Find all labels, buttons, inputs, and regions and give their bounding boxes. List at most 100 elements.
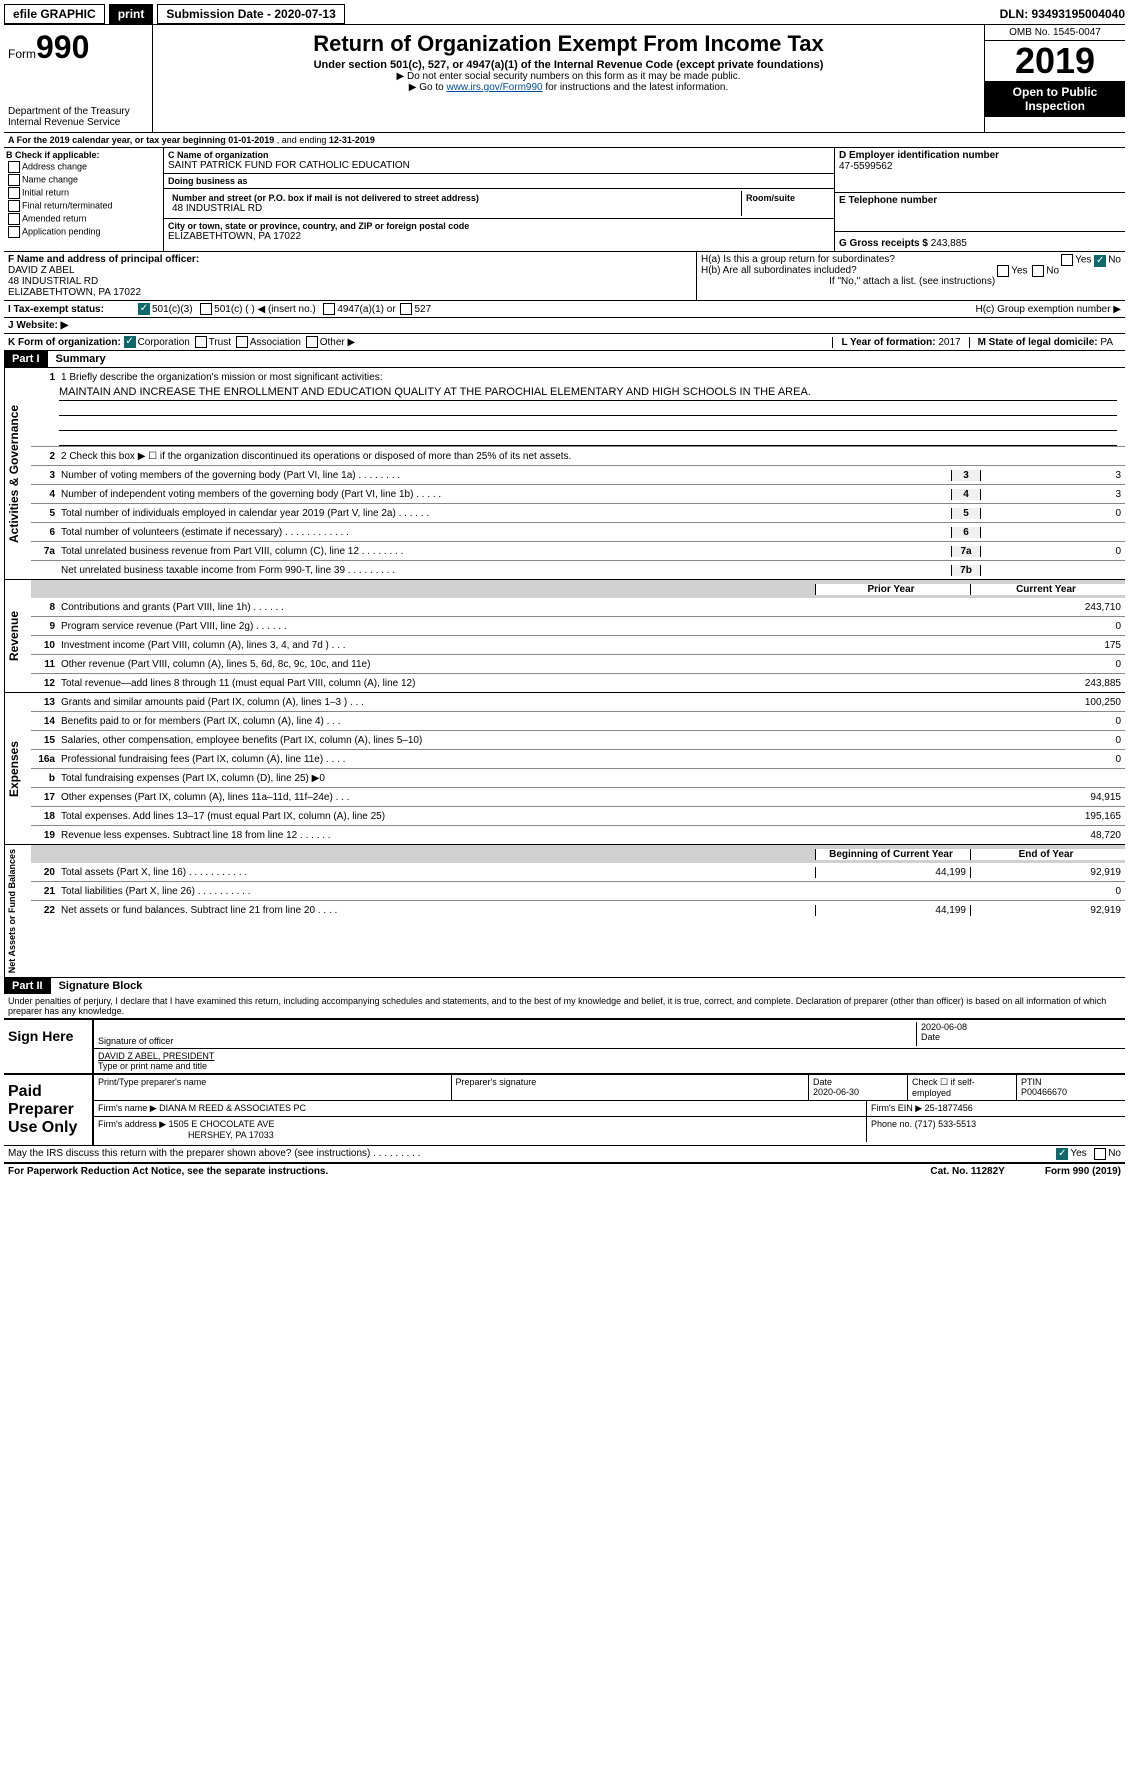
net-label: Net Assets or Fund Balances — [4, 845, 31, 977]
footer: For Paperwork Reduction Act Notice, see … — [4, 1162, 1125, 1179]
addr-value: 48 INDUSTRIAL RD — [172, 203, 737, 214]
submission-date: Submission Date - 2020-07-13 — [157, 4, 344, 24]
officer-addr2: ELIZABETHTOWN, PA 17022 — [8, 287, 692, 298]
chk-application-pending[interactable]: Application pending — [6, 226, 161, 238]
form-header: Form990 Department of the Treasury Inter… — [4, 24, 1125, 132]
prep-sig-label: Preparer's signature — [452, 1075, 810, 1100]
h-a: H(a) Is this a group return for subordin… — [701, 254, 1121, 265]
sig-date-label: Date — [921, 1032, 1121, 1042]
dba-label: Doing business as — [168, 176, 830, 186]
prep-date: 2020-06-30 — [813, 1087, 903, 1097]
sig-date: 2020-06-08 — [921, 1022, 1121, 1032]
part1-body: Activities & Governance 1 1 Briefly desc… — [4, 367, 1125, 579]
summary-line: 6Total number of volunteers (estimate if… — [31, 522, 1125, 541]
form-org-row: K Form of organization: ✓ Corporation Tr… — [4, 333, 1125, 350]
gross-receipts-value: 243,885 — [931, 238, 967, 249]
chk-name-change[interactable]: Name change — [6, 174, 161, 186]
line1-label: 1 Briefly describe the organization's mi… — [59, 371, 1125, 384]
financial-line: 8Contributions and grants (Part VIII, li… — [31, 598, 1125, 616]
chk-final-return[interactable]: Final return/terminated — [6, 200, 161, 212]
h-c: H(c) Group exemption number ▶ — [975, 304, 1121, 315]
mission-text: MAINTAIN AND INCREASE THE ENROLLMENT AND… — [59, 386, 1117, 401]
financial-line: 22Net assets or fund balances. Subtract … — [31, 900, 1125, 919]
form-number: Form990 — [8, 29, 148, 66]
city-label: City or town, state or province, country… — [168, 221, 830, 231]
financial-line: 17Other expenses (Part IX, column (A), l… — [31, 787, 1125, 806]
part2-header: Part II Signature Block — [4, 977, 1125, 994]
subtitle-1: Under section 501(c), 527, or 4947(a)(1)… — [161, 59, 976, 71]
officer-label: F Name and address of principal officer: — [8, 254, 692, 265]
current-year-header: Current Year — [971, 584, 1125, 595]
ein-label: D Employer identification number — [839, 150, 1121, 161]
officer-printed-name: DAVID Z ABEL, PRESIDENT — [98, 1051, 1121, 1061]
chk-amended[interactable]: Amended return — [6, 213, 161, 225]
firm-addr1: 1505 E CHOCOLATE AVE — [169, 1119, 275, 1129]
expenses-label: Expenses — [4, 693, 31, 844]
ptin-value: P00466670 — [1021, 1087, 1121, 1097]
tax-period: A For the 2019 calendar year, or tax yea… — [4, 132, 1125, 147]
org-name-label: C Name of organization — [168, 150, 830, 160]
ein-value: 47-5599562 — [839, 161, 1121, 172]
financial-line: 12Total revenue—add lines 8 through 11 (… — [31, 673, 1125, 692]
omb-number: OMB No. 1545-0047 — [985, 25, 1125, 41]
box-b: B Check if applicable: Address change Na… — [4, 148, 164, 251]
officer-addr1: 48 INDUSTRIAL RD — [8, 276, 692, 287]
check-icon: ✓ — [1094, 255, 1106, 267]
declaration-text: Under penalties of perjury, I declare th… — [4, 994, 1125, 1018]
efile-btn[interactable]: efile GRAPHIC — [4, 4, 105, 24]
subtitle-2: ▶ Do not enter social security numbers o… — [161, 71, 976, 82]
financial-line: 9Program service revenue (Part VIII, lin… — [31, 616, 1125, 635]
check-icon: ✓ — [124, 336, 136, 348]
print-btn[interactable]: print — [109, 4, 154, 24]
sig-officer-label: Signature of officer — [98, 1036, 916, 1046]
self-employed-chk[interactable]: Check ☐ if self-employed — [908, 1075, 1017, 1100]
paid-preparer-label: Paid Preparer Use Only — [4, 1075, 92, 1145]
chk-initial-return[interactable]: Initial return — [6, 187, 161, 199]
beginning-year-header: Beginning of Current Year — [815, 849, 971, 860]
discuss-row: May the IRS discuss this return with the… — [4, 1145, 1125, 1162]
phone-label: E Telephone number — [839, 195, 1121, 206]
end-year-header: End of Year — [971, 849, 1125, 860]
prep-name-label: Print/Type preparer's name — [94, 1075, 452, 1100]
summary-line: 5Total number of individuals employed in… — [31, 503, 1125, 522]
sign-here-label: Sign Here — [4, 1020, 92, 1073]
firm-phone: (717) 533-5513 — [915, 1119, 977, 1129]
chk-address-change[interactable]: Address change — [6, 161, 161, 173]
financial-line: 21Total liabilities (Part X, line 26) . … — [31, 881, 1125, 900]
financial-line: 10Investment income (Part VIII, column (… — [31, 635, 1125, 654]
form-rev: Form 990 (2019) — [1045, 1166, 1121, 1177]
firm-addr2: HERSHEY, PA 17033 — [188, 1130, 274, 1140]
gross-receipts-label: G Gross receipts $ — [839, 238, 928, 249]
prior-year-header: Prior Year — [815, 584, 971, 595]
part1-header: Part I Summary — [4, 350, 1125, 367]
financial-line: 20Total assets (Part X, line 16) . . . .… — [31, 863, 1125, 881]
open-public: Open to Public Inspection — [985, 81, 1125, 117]
tax-year: 2019 — [985, 41, 1125, 81]
addr-label: Number and street (or P.O. box if mail i… — [172, 193, 737, 203]
financial-line: 15Salaries, other compensation, employee… — [31, 730, 1125, 749]
line2: 2 Check this box ▶ ☐ if the organization… — [59, 450, 1125, 463]
entity-section: B Check if applicable: Address change Na… — [4, 147, 1125, 251]
printed-name-label: Type or print name and title — [98, 1061, 1121, 1071]
dln: DLN: 93493195004040 — [1000, 7, 1125, 21]
activities-governance-label: Activities & Governance — [4, 368, 31, 579]
officer-group-row: F Name and address of principal officer:… — [4, 251, 1125, 300]
summary-line: Net unrelated business taxable income fr… — [31, 560, 1125, 579]
check-icon: ✓ — [138, 303, 150, 315]
summary-line: 4Number of independent voting members of… — [31, 484, 1125, 503]
h-b-note: If "No," attach a list. (see instruction… — [701, 276, 1121, 287]
subtitle-3: ▶ Go to www.irs.gov/Form990 for instruct… — [161, 82, 976, 93]
form990-link[interactable]: www.irs.gov/Form990 — [446, 82, 542, 93]
financial-line: 16aProfessional fundraising fees (Part I… — [31, 749, 1125, 768]
financial-line: 13Grants and similar amounts paid (Part … — [31, 693, 1125, 711]
tax-exempt-row: I Tax-exempt status: ✓501(c)(3) 501(c) (… — [4, 300, 1125, 317]
revenue-label: Revenue — [4, 580, 31, 692]
dept-treasury: Department of the Treasury — [8, 106, 148, 117]
firm-ein: 25-1877456 — [925, 1103, 973, 1113]
financial-line: 11Other revenue (Part VIII, column (A), … — [31, 654, 1125, 673]
check-icon: ✓ — [1056, 1148, 1068, 1160]
h-b: H(b) Are all subordinates included? Yes … — [701, 265, 1121, 276]
summary-line: 3Number of voting members of the governi… — [31, 465, 1125, 484]
room-label: Room/suite — [746, 193, 826, 203]
irs-label: Internal Revenue Service — [8, 117, 148, 128]
